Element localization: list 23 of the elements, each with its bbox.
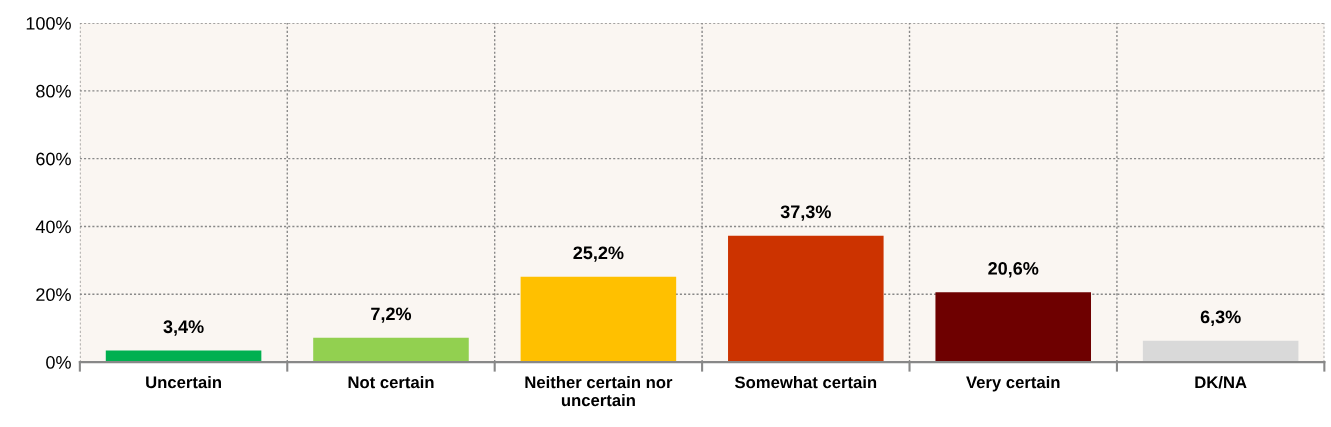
y-tick-label: 100% [26,16,71,30]
bar [1142,340,1299,363]
data-label: 7,2% [371,307,412,323]
y-tick-label: 0% [46,356,71,369]
x-tick-label: Uncertain [146,375,221,389]
data-label: 20,6% [988,262,1039,278]
data-label: 6,3% [1200,310,1241,326]
bar [313,337,469,363]
data-label: 25,2% [573,246,624,262]
data-label: 3,4% [163,320,204,336]
x-tick-label: DK/NA [1195,375,1247,389]
y-tick-label: 20% [36,288,71,302]
x-tick-label: Very certain [966,375,1060,392]
bar [728,235,884,363]
x-tick-label: Somewhat certain [734,375,877,389]
bar [935,292,1091,363]
y-tick-label: 80% [36,84,71,98]
x-tick-label: Neither certain nor uncertain [525,375,673,407]
data-label: 37,3% [780,205,831,221]
y-tick-label: 60% [36,152,71,166]
bar [520,276,677,363]
x-tick-label: Not certain [348,375,434,389]
y-tick-label: 40% [35,220,71,234]
